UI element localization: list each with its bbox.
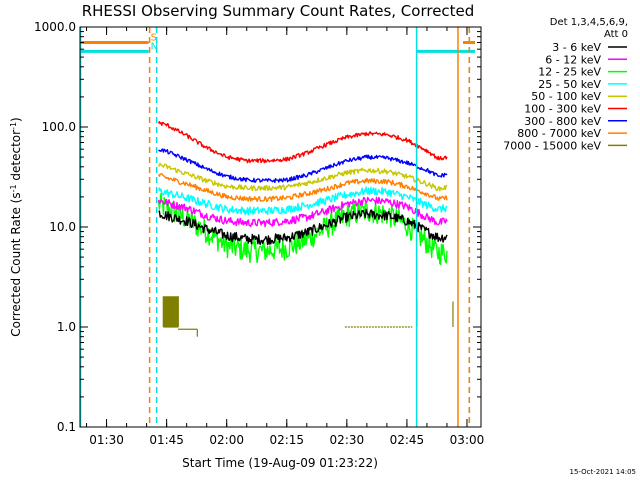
series-line-7000-15000-kev-burst	[162, 296, 179, 328]
series-line-25-50-kev	[157, 186, 448, 216]
legend-label-6-12-kev: 6 - 12 keV	[545, 53, 601, 66]
flag-label-s: S	[151, 32, 157, 43]
y-tick-label: 1000.0	[34, 20, 76, 34]
legend-label-50-100-kev: 50 - 100 keV	[531, 90, 601, 103]
y-tick-label: 10.0	[49, 220, 76, 234]
y-tick-label: 1.0	[57, 320, 76, 334]
flag-label-n: N	[151, 41, 158, 52]
chart-title: RHESSI Observing Summary Count Rates, Co…	[82, 2, 475, 20]
plot-area	[157, 120, 454, 337]
x-tick-label: 02:15	[269, 433, 304, 447]
y-tick-label: 100.0	[42, 120, 76, 134]
x-tick-label: 02:00	[209, 433, 244, 447]
x-tick-label: 01:30	[89, 433, 124, 447]
legend-header-line-1: Det 1,3,4,5,6,9,	[550, 17, 628, 28]
y-axis-label-mid: detector	[9, 130, 23, 185]
x-axis: 01:30 01:45 02:00 02:15 02:30 02:45 03:00	[86, 27, 485, 447]
x-tick-label: 02:30	[330, 433, 365, 447]
series-line-6-12-kev	[157, 196, 448, 228]
y-axis-label-end: )	[9, 117, 23, 122]
y-tick-label: 0.1	[57, 420, 76, 434]
legend-label-800-7000-kev: 800 - 7000 keV	[517, 127, 601, 140]
series-line-50-100-kev	[157, 162, 448, 192]
y-axis-label-sup-1: -1	[9, 184, 18, 192]
series-line-12-25-kev	[157, 192, 448, 265]
legend-label-12-25-kev: 12 - 25 keV	[538, 66, 601, 79]
y-axis-label-sup-2: -1	[9, 122, 18, 130]
y-axis: 0.1 1.0 10.0 100.0 1000.0	[34, 20, 481, 434]
legend-label-300-800-kev: 300 - 800 keV	[524, 115, 601, 128]
series-line-300-800-kev	[158, 148, 448, 184]
y-axis-label-main: Corrected Count Rate (s	[9, 192, 23, 336]
legend-header-line-2: Att 0	[604, 29, 628, 40]
legend-label-3-6-kev: 3 - 6 keV	[552, 41, 601, 54]
series-line-100-300-kev	[157, 120, 448, 164]
series-line-800-7000-kev	[157, 173, 448, 203]
x-tick-label: 03:00	[450, 433, 485, 447]
x-tick-label: 01:45	[149, 433, 184, 447]
observing-flags: SN	[80, 32, 475, 53]
series-line-3-6-kev	[158, 208, 448, 246]
y-axis-label: Corrected Count Rate (s-1 detector-1)	[9, 117, 24, 336]
legend-label-7000-15000-kev: 7000 - 15000 keV	[503, 139, 601, 152]
footer-date: 15-Oct-2021 14:05	[570, 468, 636, 476]
x-tick-label: 02:45	[390, 433, 425, 447]
x-axis-label: Start Time (19-Aug-09 01:23:22)	[182, 456, 378, 470]
legend-label-100-300-kev: 100 - 300 keV	[524, 103, 601, 116]
legend-label-25-50-kev: 25 - 50 keV	[538, 78, 601, 91]
